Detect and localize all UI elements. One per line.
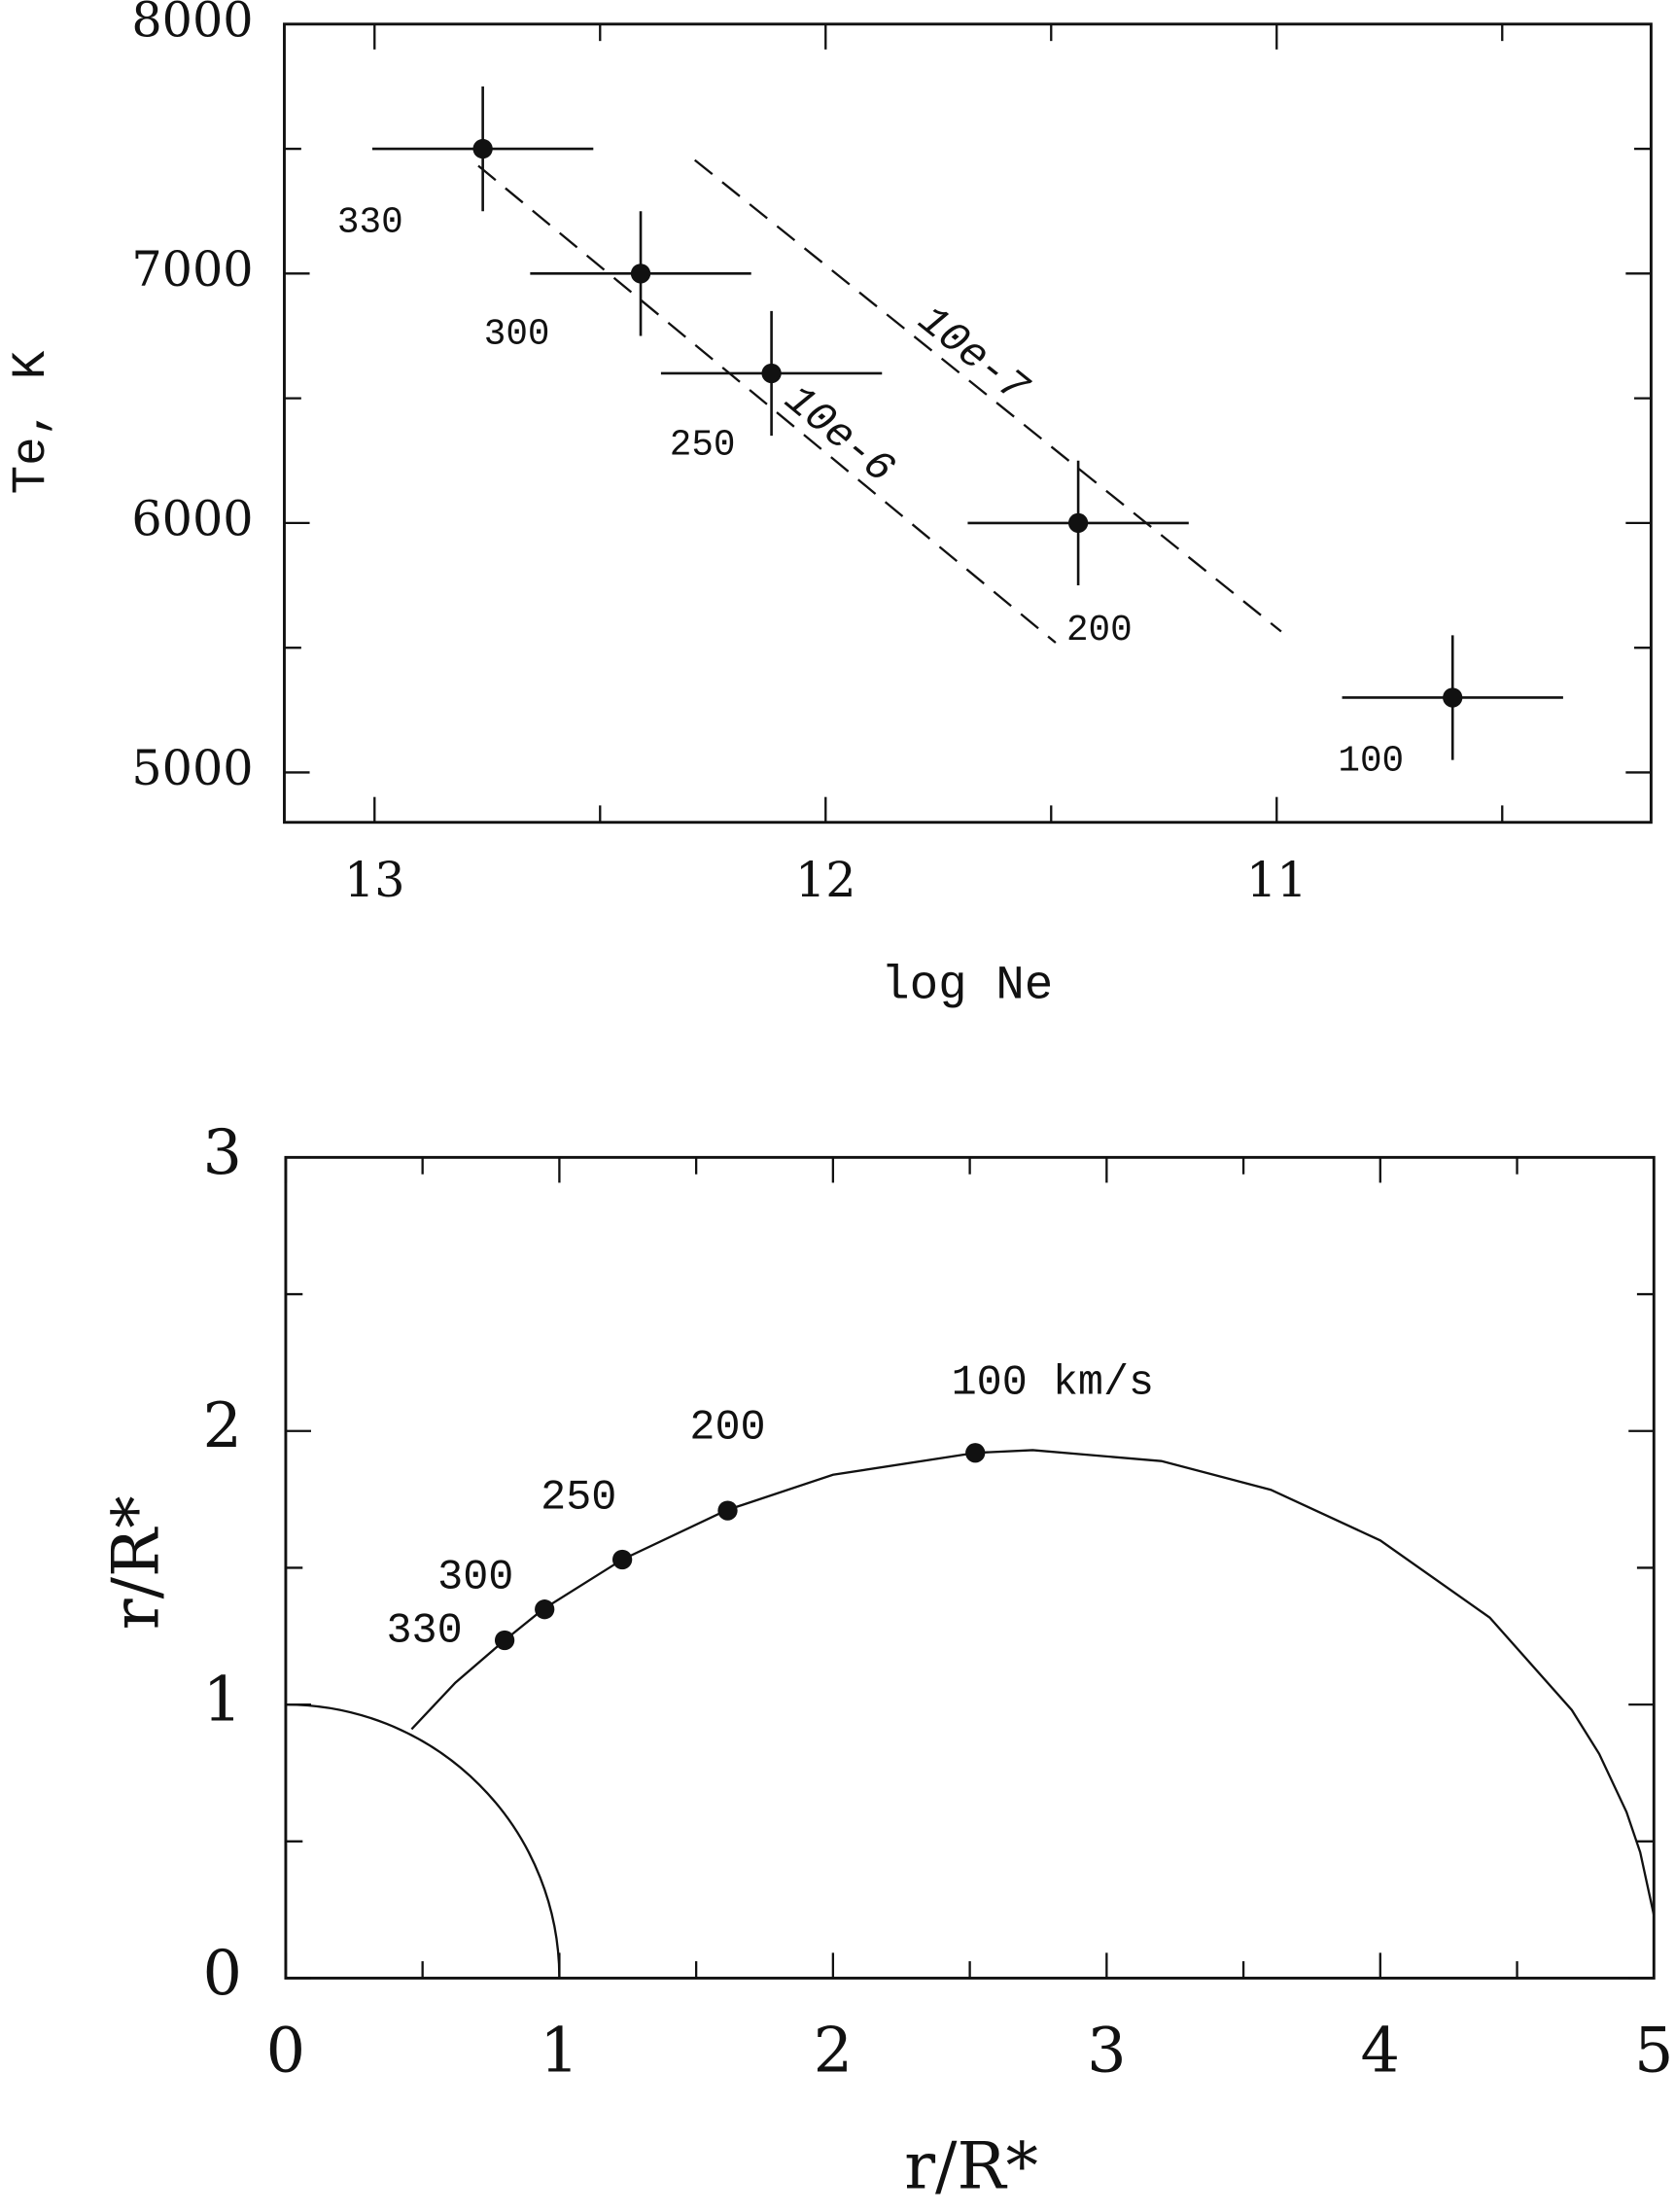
y-tick-label: 3	[203, 1117, 243, 1189]
point-label: 300	[437, 1554, 513, 1601]
x-tick-label: 2	[814, 2016, 854, 2088]
dashed-line	[693, 158, 1282, 633]
y-tick-label: 1	[203, 1665, 243, 1737]
data-point	[761, 363, 782, 384]
point-label: 330	[337, 202, 403, 243]
y-tick-label: 6000	[131, 490, 253, 546]
x-axis-label: r/R*	[904, 2127, 1038, 2203]
x-tick-label: 13	[344, 852, 405, 908]
y-axis-label: Te, K	[4, 350, 58, 494]
y-tick-label: 0	[203, 1938, 243, 2010]
x-tick-label: 0	[266, 2016, 306, 2088]
x-tick-label: 1	[540, 2016, 579, 2088]
y-tick-label: 8000	[131, 0, 253, 48]
inner-circle	[285, 1703, 561, 1979]
point-label: 200	[1066, 611, 1133, 651]
line-label: 10e-7	[908, 298, 1036, 414]
data-point	[472, 138, 493, 159]
plot-frame	[283, 22, 1653, 825]
y-tick-label: 5000	[131, 740, 253, 796]
point-label: 250	[670, 426, 736, 467]
data-point	[1067, 512, 1089, 534]
point-label: 200	[689, 1405, 765, 1453]
y-axis-label: r/R*	[97, 1495, 173, 1630]
data-point	[965, 1443, 986, 1463]
point-label: 100	[1338, 742, 1404, 783]
point-label: 100 km/s	[952, 1359, 1154, 1407]
point-label: 250	[541, 1475, 616, 1523]
data-point	[1443, 687, 1463, 708]
point-label: 300	[484, 315, 550, 356]
data-point	[630, 263, 651, 284]
point-label: 330	[386, 1607, 462, 1655]
data-point	[535, 1599, 555, 1620]
data-point	[611, 1549, 633, 1570]
y-tick-label: 2	[203, 1390, 243, 1462]
x-axis-label: log Ne	[881, 959, 1053, 1013]
x-tick-label: 4	[1361, 2016, 1401, 2088]
chart-panel: 0 1 2 3 4 5 0 1 2 3 r/R* r/R* 330 300 250 200 100 km/s	[97, 1117, 1673, 2203]
x-tick-label: 12	[795, 852, 856, 908]
x-tick-label: 5	[1634, 2016, 1674, 2088]
line-label: 10e-6	[775, 376, 903, 494]
data-point	[494, 1630, 515, 1651]
dashed-line	[477, 164, 1057, 644]
y-tick-label: 7000	[131, 241, 253, 298]
x-tick-label: 3	[1087, 2016, 1127, 2088]
x-tick-label: 11	[1246, 852, 1308, 908]
data-point	[717, 1500, 738, 1521]
